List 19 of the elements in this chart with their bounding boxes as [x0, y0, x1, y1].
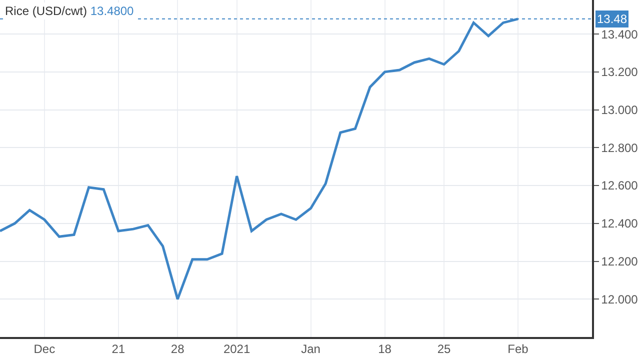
x-tick-label: Jan: [301, 342, 320, 356]
y-tick-label: 13.000: [601, 103, 638, 118]
x-tick-label: Dec: [34, 342, 56, 356]
chart-subtitle: 13.4800: [90, 4, 134, 18]
y-tick-label: 12.800: [601, 140, 638, 155]
y-tick-label: 13.200: [601, 65, 638, 80]
chart-title: Rice (USD/cwt): [5, 4, 88, 18]
x-tick-label: 21: [112, 342, 126, 356]
y-tick-label: 12.200: [601, 254, 638, 268]
x-tick-label: 2021: [223, 342, 250, 356]
x-tick-label: 28: [170, 342, 185, 356]
y-tick-label: 12.000: [601, 292, 638, 306]
x-tick-label: 18: [378, 342, 392, 356]
y-tick-label: 12.600: [601, 178, 638, 193]
x-tick-label: Feb: [508, 342, 529, 356]
ref-line-label: 13.48: [597, 12, 628, 26]
x-tick-label: 25: [437, 342, 451, 356]
y-tick-label: 13.400: [601, 27, 638, 42]
y-tick-label: 12.400: [601, 216, 638, 231]
